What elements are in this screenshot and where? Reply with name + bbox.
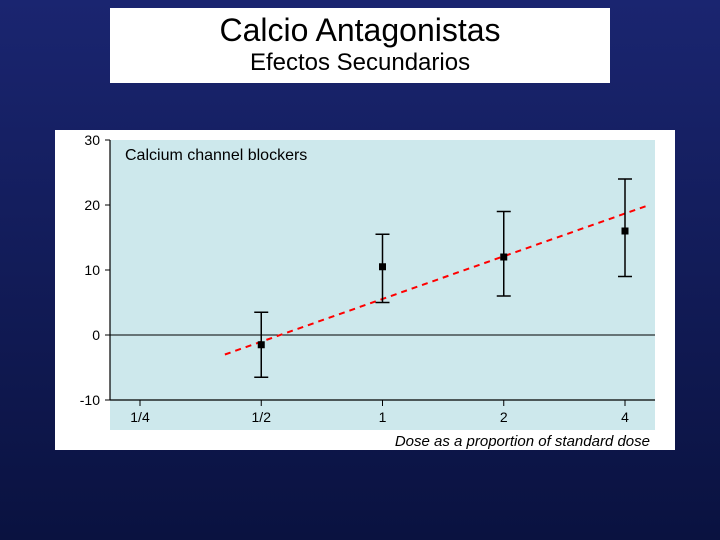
- svg-text:20: 20: [84, 197, 100, 213]
- chart-container: -10 0 10 20 30 1/4 1/2 1 2 4 Calcium channel block…: [55, 130, 675, 450]
- svg-text:30: 30: [84, 132, 100, 148]
- title-box: Calcio Antagonistas Efectos Secundarios: [110, 8, 610, 83]
- svg-text:Dose as a proportion of standa: Dose as a proportion of standard dose: [395, 433, 650, 450]
- svg-text:1: 1: [379, 409, 387, 425]
- svg-text:1/2: 1/2: [252, 409, 272, 425]
- svg-text:4: 4: [621, 409, 629, 425]
- svg-text:10: 10: [84, 262, 100, 278]
- slide-title: Calcio Antagonistas: [110, 12, 610, 49]
- svg-text:0: 0: [92, 327, 100, 343]
- slide-root: Calcio Antagonistas Efectos Secundarios …: [0, 0, 720, 540]
- svg-text:2: 2: [500, 409, 508, 425]
- svg-text:1/4: 1/4: [130, 409, 150, 425]
- chart-svg: -10 0 10 20 30 1/4 1/2 1 2 4 Calcium channel block…: [55, 130, 675, 450]
- svg-text:-10: -10: [80, 392, 100, 408]
- svg-text:Calcium channel blockers: Calcium channel blockers: [125, 147, 307, 164]
- slide-subtitle: Efectos Secundarios: [110, 49, 610, 77]
